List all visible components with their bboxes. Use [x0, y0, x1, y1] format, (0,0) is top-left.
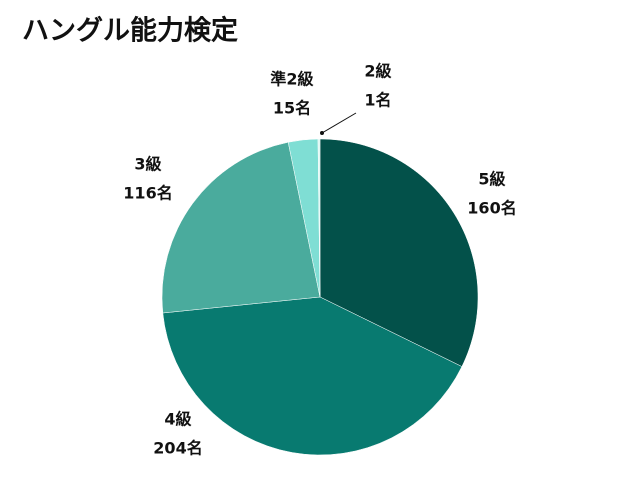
slice-label: 準2級 [270, 70, 313, 89]
slice-label: 4級 [164, 410, 191, 429]
value-label: 160名 [467, 199, 516, 218]
slice-label: 2級 [364, 62, 391, 81]
value-label: 15名 [273, 99, 311, 118]
leader-dot [320, 131, 324, 135]
leader-line [321, 112, 357, 134]
pie-slice [161, 141, 321, 314]
pie-slice [317, 138, 321, 298]
pie-slice [319, 138, 479, 367]
slice-label: 5級 [478, 170, 505, 189]
pie-slice [162, 296, 463, 456]
value-label: 1名 [364, 91, 391, 110]
slice-label: 3級 [134, 155, 161, 174]
chart-title: ハングル能力検定 [22, 15, 238, 47]
value-label: 204名 [153, 439, 202, 458]
value-label: 116名 [123, 184, 172, 203]
